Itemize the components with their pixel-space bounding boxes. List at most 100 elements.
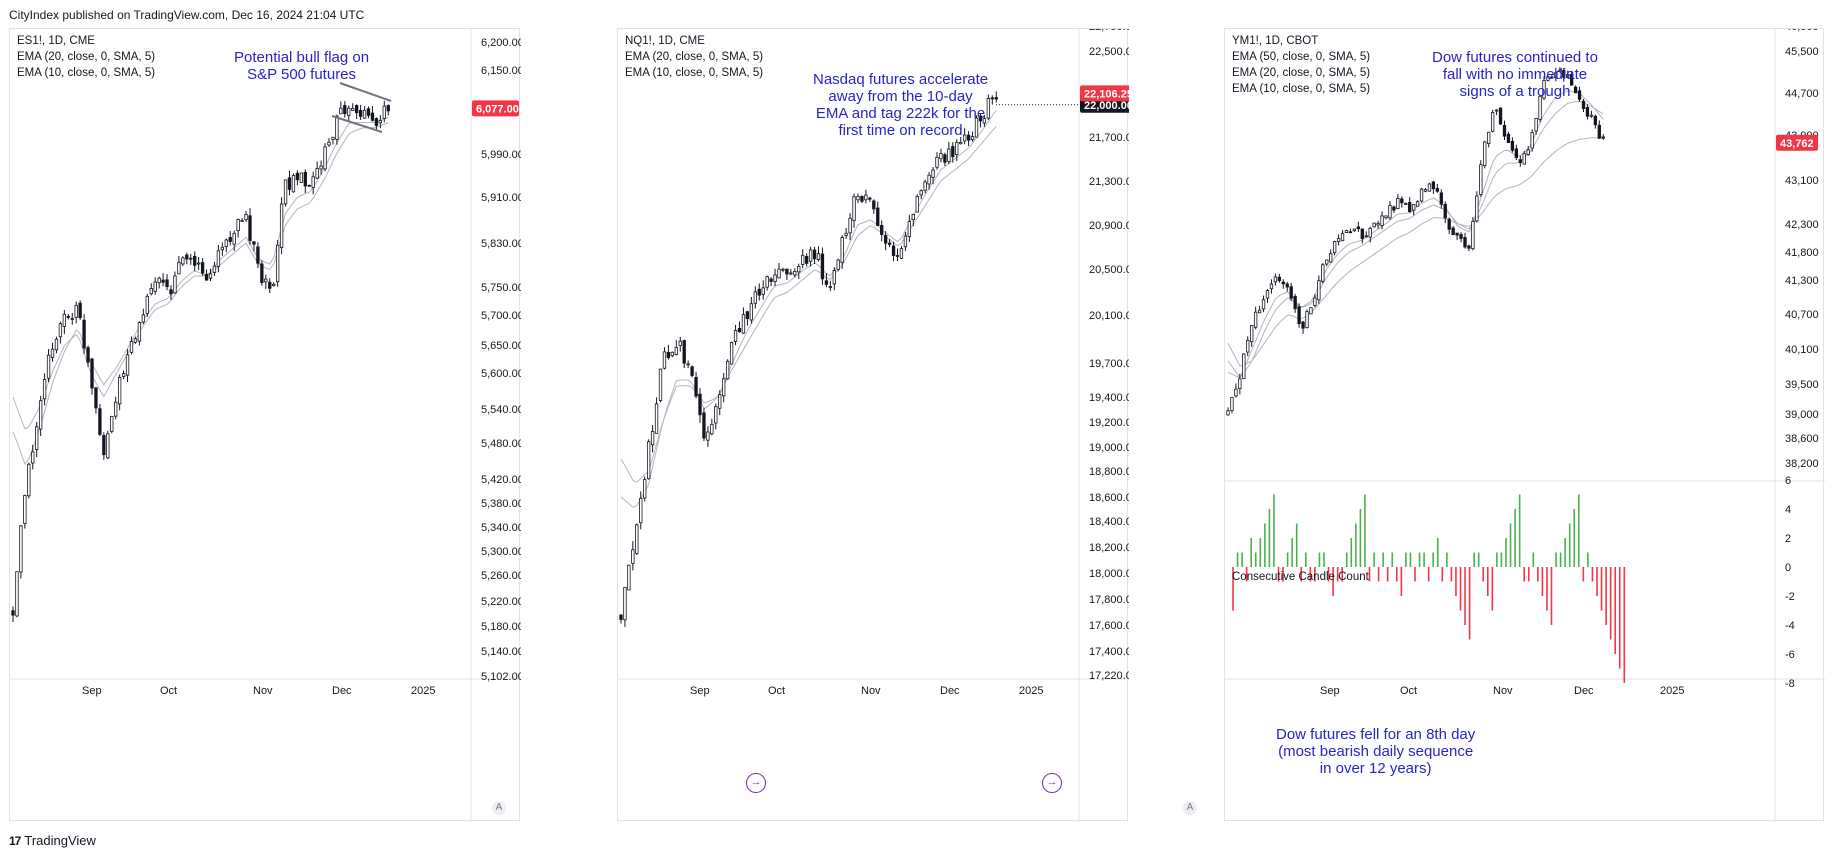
histogram-tick-label: 6	[1785, 475, 1791, 487]
time-tick-label: Oct	[160, 685, 177, 697]
ym-annotation-line-3: signs of a trough	[1459, 83, 1571, 100]
candle	[1404, 203, 1408, 205]
candle	[268, 281, 272, 289]
candle	[1577, 90, 1582, 100]
ym-ema20-label[interactable]: EMA (20, close, 0, SMA, 5)	[1232, 67, 1371, 79]
candle	[228, 237, 232, 242]
candle	[224, 239, 228, 247]
candle	[220, 246, 225, 251]
candle	[94, 387, 98, 409]
candle	[939, 153, 943, 160]
auto-scale-icon[interactable]: A	[1183, 801, 1197, 815]
candle	[1360, 228, 1364, 239]
candle	[887, 242, 892, 245]
candle	[153, 281, 157, 292]
candle	[797, 266, 801, 273]
candle	[1226, 410, 1230, 416]
candle	[260, 263, 264, 284]
candle	[90, 358, 94, 389]
candle	[966, 134, 971, 141]
nq-annotation-line-4: first time on record	[838, 122, 963, 139]
candle	[868, 197, 872, 200]
ym-price-plot[interactable]: 46,00045,50044,70043,90043,10042,30041,8…	[1225, 29, 1825, 822]
es-annotation-line-1: Potential bull flag on	[234, 49, 370, 66]
candle	[1490, 112, 1495, 132]
time-tick-label: 2025	[1019, 685, 1043, 697]
nq-price-plot[interactable]: 22,750.00 22,500.00 21,700.00 21,300.00 20,9…	[618, 29, 1129, 822]
histogram-tick-label: -8	[1785, 678, 1795, 690]
es-symbol-label[interactable]: ES1!, 1D, CME	[17, 35, 95, 47]
ym-legend: YM1!, 1D, CBOT EMA (50, close, 0, SMA, 5…	[1232, 33, 1370, 97]
ema10-line	[1227, 89, 1604, 379]
ym-chart-panel[interactable]: 46,00045,50044,70043,90043,10042,30041,8…	[1224, 28, 1825, 822]
auto-scale-icon[interactable]: A	[492, 801, 506, 815]
candle	[1392, 206, 1396, 211]
candle	[801, 254, 805, 265]
candle	[1281, 281, 1285, 285]
indicator-title[interactable]: Consecutive Candle Count	[1232, 571, 1369, 583]
price-tick-label: 5,750.00	[481, 282, 521, 294]
last-price-tag	[1776, 134, 1818, 151]
ym-ema50-label[interactable]: EMA (50, close, 0, SMA, 5)	[1232, 51, 1371, 63]
candle	[753, 291, 757, 304]
candle	[919, 190, 923, 196]
candle	[1325, 259, 1329, 265]
candle	[1277, 276, 1282, 281]
time-tick-label: Nov	[1493, 685, 1513, 697]
candle	[1388, 205, 1392, 219]
candle	[1364, 235, 1368, 238]
candle	[1340, 233, 1345, 242]
price-tick-label: 20,900.00	[1089, 220, 1129, 232]
price-tick-label: 5,830.00	[481, 238, 521, 250]
candle	[674, 347, 678, 355]
price-tick-label: 21,700.00	[1089, 132, 1129, 144]
tradingview-wordmark[interactable]: TradingView	[24, 833, 96, 848]
candle	[58, 323, 63, 338]
candle	[78, 302, 82, 319]
histogram-annotation: Dow futures fell for an 8th day (most be…	[1276, 726, 1475, 777]
nq-annotation-line-1: Nasdaq futures accelerate	[813, 71, 989, 88]
goto-event-icon[interactable]: →	[1042, 773, 1062, 793]
candle	[883, 235, 888, 244]
ema10-line	[620, 109, 997, 508]
ym-ema10-label[interactable]: EMA (10, close, 0, SMA, 5)	[1232, 83, 1371, 95]
nq-chart-panel[interactable]: 22,750.00 22,500.00 21,700.00 21,300.00 20,9…	[617, 28, 1197, 822]
candle	[315, 168, 319, 179]
candle	[856, 196, 860, 201]
time-tick-label: Dec	[940, 685, 960, 697]
es-ema20-label[interactable]: EMA (20, close, 0, SMA, 5)	[17, 51, 156, 63]
candle	[252, 241, 256, 245]
histogram-tick-label: 4	[1785, 504, 1791, 516]
es-ema10-label[interactable]: EMA (10, close, 0, SMA, 5)	[17, 67, 156, 79]
candle	[1483, 141, 1487, 167]
candle	[832, 270, 836, 285]
nq-symbol-label[interactable]: NQ1!, 1D, CME	[625, 35, 705, 47]
price-tick-label: 22,750.00	[1089, 29, 1129, 33]
histogram-annotation-line-3: in over 12 years)	[1319, 760, 1432, 777]
candle	[876, 207, 880, 227]
candle	[1562, 69, 1566, 78]
price-tick-label: 38,200	[1785, 458, 1819, 470]
candle	[994, 97, 998, 100]
nq-ema10-label[interactable]: EMA (10, close, 0, SMA, 5)	[625, 67, 764, 79]
candle	[1309, 307, 1313, 315]
candle	[725, 360, 730, 380]
price-tick-label: 46,000	[1785, 29, 1819, 33]
flag-upper-line	[339, 82, 392, 102]
last-price-tag	[472, 100, 519, 117]
candle	[1534, 117, 1538, 132]
publish-header: CityIndex published on TradingView.com, …	[9, 8, 365, 22]
es-price-plot[interactable]: 6,200.00 6,150.00 5,990.00 5,910.00 5,830.00…	[10, 29, 521, 822]
candle	[844, 232, 848, 236]
goto-event-icon[interactable]: →	[746, 773, 766, 793]
price-tick-label: 5,102.00	[481, 671, 521, 683]
candle	[137, 322, 142, 342]
candle	[161, 279, 165, 283]
histogram-tick-label: 2	[1785, 533, 1791, 545]
es-chart-panel[interactable]: 6,200.00 6,150.00 5,990.00 5,910.00 5,830.00…	[9, 28, 521, 822]
nq-ema20-label[interactable]: EMA (20, close, 0, SMA, 5)	[625, 51, 764, 63]
ym-symbol-label[interactable]: YM1!, 1D, CBOT	[1232, 35, 1319, 47]
candle	[1506, 133, 1511, 143]
candle	[50, 348, 55, 358]
candle	[627, 564, 631, 591]
